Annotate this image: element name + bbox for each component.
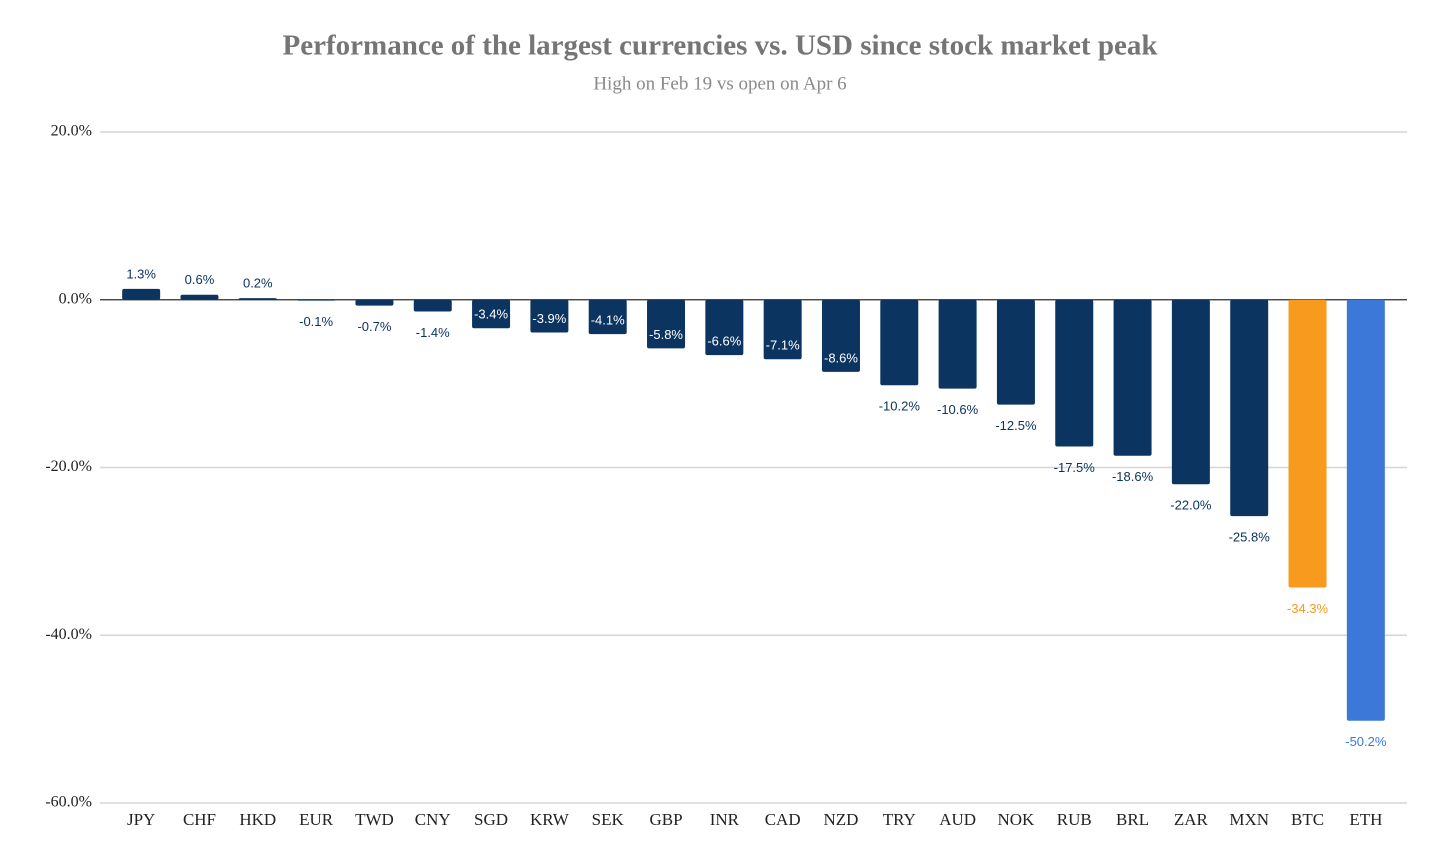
value-label: -5.8% [649, 327, 683, 342]
value-label: -6.6% [707, 334, 741, 349]
value-label: -3.4% [474, 307, 508, 322]
x-tick-label: CNY [415, 810, 451, 829]
x-tick-label: EUR [299, 810, 334, 829]
bar [1288, 299, 1327, 588]
x-tick-label: SEK [592, 810, 625, 829]
bar [938, 299, 977, 389]
bar [472, 299, 511, 329]
bar [413, 299, 452, 312]
value-label: -22.0% [1170, 498, 1212, 513]
bar [1113, 299, 1152, 456]
x-tick-label: CAD [765, 810, 801, 829]
value-label: -10.2% [879, 399, 921, 414]
value-label: -4.1% [591, 313, 625, 328]
x-tick-label: AUD [939, 810, 976, 829]
x-tick-label: ZAR [1174, 810, 1209, 829]
bar [705, 299, 744, 356]
y-tick-label: -20.0% [45, 458, 92, 475]
y-tick-label: -40.0% [45, 626, 92, 643]
bar [1055, 299, 1094, 447]
y-tick-label: 0.0% [59, 290, 92, 307]
bar [238, 298, 277, 300]
value-label: -17.5% [1054, 460, 1096, 475]
value-label: -18.6% [1112, 469, 1154, 484]
x-tick-label: NZD [824, 810, 859, 829]
bar [1346, 299, 1385, 721]
bar [180, 294, 219, 300]
bar [588, 299, 627, 335]
x-tick-label: JPY [127, 810, 155, 829]
value-label: -8.6% [824, 350, 858, 365]
y-tick-label: 20.0% [51, 123, 92, 140]
value-label: -3.9% [532, 311, 566, 326]
x-tick-label: TWD [355, 810, 394, 829]
chart-subtitle: High on Feb 19 vs open on Apr 6 [593, 73, 846, 94]
value-label: -7.1% [766, 338, 800, 353]
x-tick-label: TRY [883, 810, 916, 829]
value-label: -0.7% [357, 319, 391, 334]
bar [996, 299, 1035, 405]
bar [647, 299, 686, 349]
bar [880, 299, 919, 386]
x-tick-label: HKD [239, 810, 276, 829]
x-tick-label: INR [710, 810, 740, 829]
value-label: 1.3% [126, 266, 156, 281]
value-label: -50.2% [1345, 734, 1387, 749]
value-label: 0.6% [185, 272, 215, 287]
value-label: -0.1% [299, 314, 333, 329]
value-label: 0.2% [243, 276, 273, 291]
value-label: -12.5% [995, 418, 1037, 433]
bar [1171, 299, 1210, 485]
bar [297, 299, 336, 301]
x-tick-label: KRW [530, 810, 570, 829]
x-tick-label: GBP [649, 810, 682, 829]
bar [821, 299, 860, 372]
bar [1230, 299, 1269, 517]
bar [763, 299, 802, 360]
x-tick-label: RUB [1057, 810, 1092, 829]
x-tick-label: ETH [1349, 810, 1382, 829]
x-tick-label: MXN [1229, 810, 1269, 829]
x-tick-label: CHF [183, 810, 216, 829]
chart-title: Performance of the largest currencies vs… [283, 30, 1159, 62]
x-tick-label: SGD [474, 810, 508, 829]
bar [122, 288, 161, 300]
x-tick-label: NOK [998, 810, 1036, 829]
value-label: -1.4% [416, 325, 450, 340]
bar [530, 299, 569, 333]
value-label: -34.3% [1287, 601, 1329, 616]
bar [355, 299, 394, 306]
x-tick-label: BRL [1116, 810, 1149, 829]
y-tick-label: -60.0% [45, 794, 92, 811]
value-label: -10.6% [937, 402, 979, 417]
value-label: -25.8% [1229, 530, 1271, 545]
x-tick-label: BTC [1291, 810, 1324, 829]
